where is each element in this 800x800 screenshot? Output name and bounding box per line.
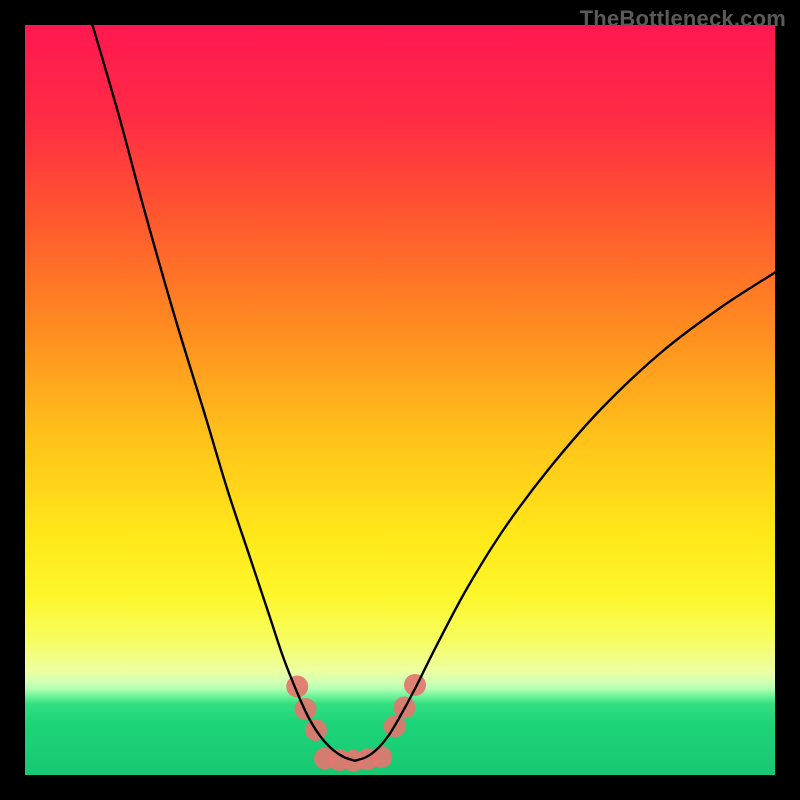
datapoint-marker bbox=[370, 746, 392, 768]
plot-background bbox=[25, 25, 775, 775]
bottleneck-chart bbox=[0, 0, 800, 800]
datapoint-marker bbox=[404, 674, 426, 696]
watermark-text: TheBottleneck.com bbox=[580, 6, 786, 32]
